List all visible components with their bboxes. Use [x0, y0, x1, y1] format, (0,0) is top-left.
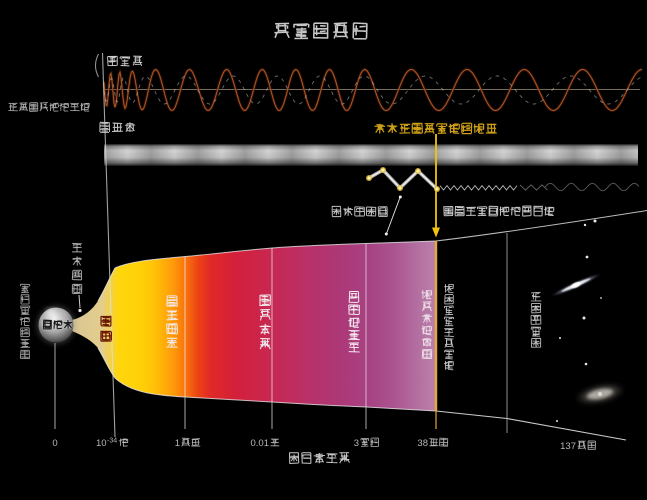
svg-text:38: 38: [417, 438, 428, 449]
svg-text:137: 137: [560, 441, 576, 452]
svg-text:0: 0: [52, 438, 57, 449]
svg-text:1: 1: [175, 438, 180, 449]
svg-text:0.01: 0.01: [251, 438, 270, 449]
svg-text:-34: -34: [107, 438, 117, 445]
svg-text:3: 3: [354, 438, 359, 449]
svg-text:10: 10: [96, 438, 107, 449]
